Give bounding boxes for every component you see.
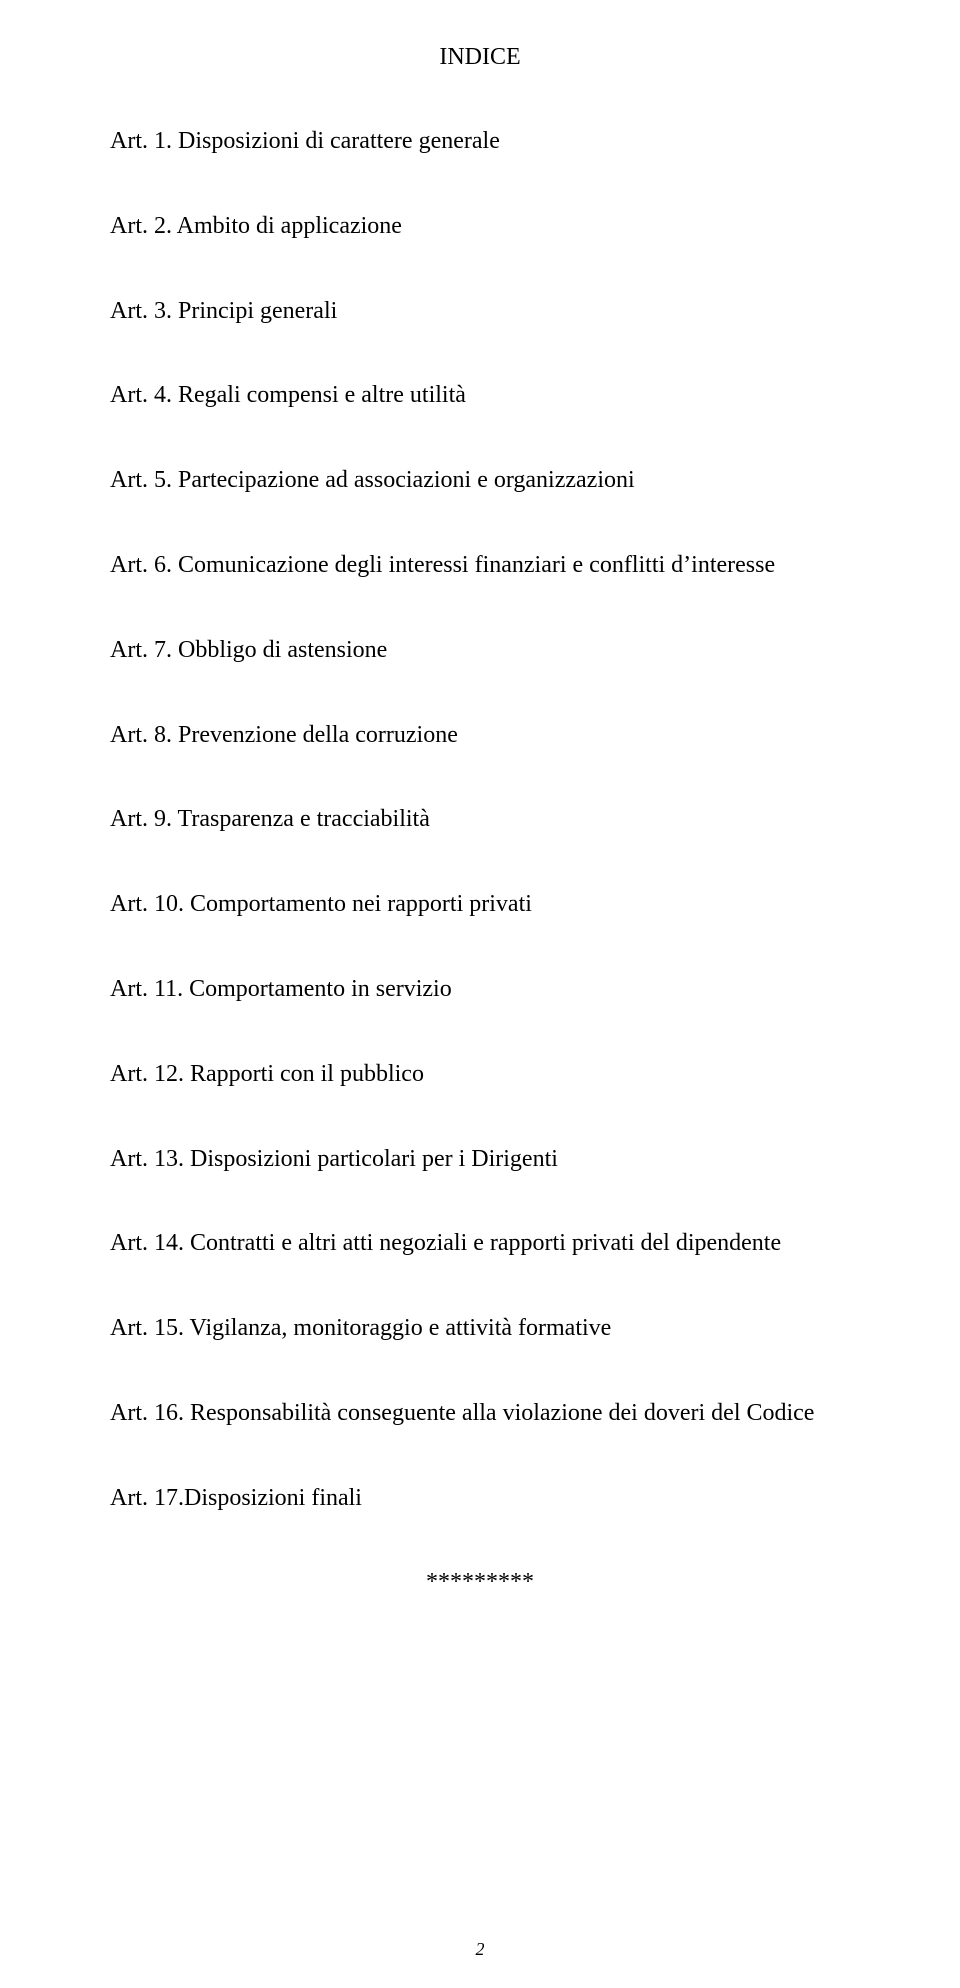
toc-entry: Art. 16. Responsabilità conseguente alla… — [110, 1399, 850, 1428]
toc-entry: Art. 10. Comportamento nei rapporti priv… — [110, 890, 850, 919]
separator: ********* — [110, 1569, 850, 1596]
toc-entry: Art. 6. Comunicazione degli interessi fi… — [110, 551, 850, 580]
toc-entry: Art. 17.Disposizioni finali — [110, 1484, 850, 1513]
toc-entry: Art. 15. Vigilanza, monitoraggio e attiv… — [110, 1314, 850, 1343]
index-heading: INDICE — [110, 44, 850, 71]
toc-entry: Art. 2. Ambito di applicazione — [110, 212, 850, 241]
page-number: 2 — [0, 1939, 960, 1960]
toc-entry: Art. 5. Partecipazione ad associazioni e… — [110, 466, 850, 495]
toc-entry: Art. 3. Principi generali — [110, 297, 850, 326]
toc-entry: Art. 13. Disposizioni particolari per i … — [110, 1145, 850, 1174]
toc-entry: Art. 1. Disposizioni di carattere genera… — [110, 127, 850, 156]
toc-entry: Art. 7. Obbligo di astensione — [110, 636, 850, 665]
toc-entry: Art. 9. Trasparenza e tracciabilità — [110, 805, 850, 834]
toc-entry: Art. 11. Comportamento in servizio — [110, 975, 850, 1004]
toc-entry: Art. 4. Regali compensi e altre utilità — [110, 381, 850, 410]
toc-entry: Art. 8. Prevenzione della corruzione — [110, 721, 850, 750]
toc-entry: Art. 12. Rapporti con il pubblico — [110, 1060, 850, 1089]
toc-entry: Art. 14. Contratti e altri atti negozial… — [110, 1229, 850, 1258]
